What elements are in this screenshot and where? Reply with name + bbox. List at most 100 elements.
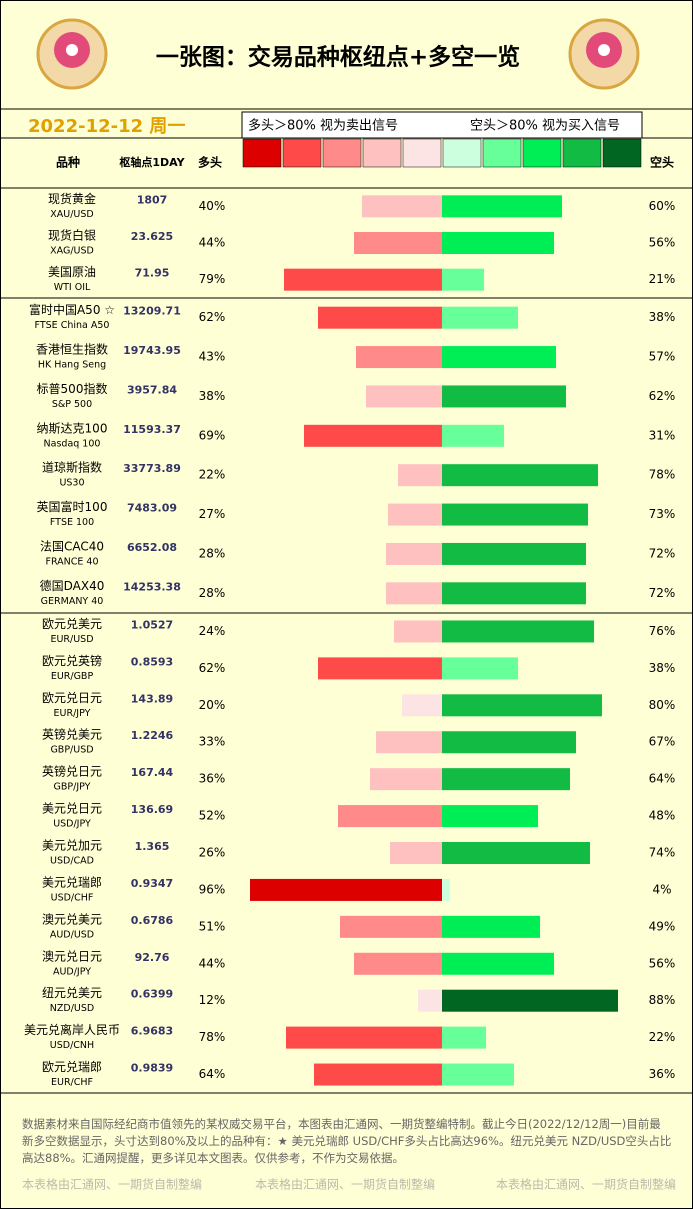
pivot: 0.6399 [131,988,173,1001]
symbol-name: 澳元兑美元 [42,912,102,926]
long-bar [370,768,442,791]
short-bar [442,306,518,329]
long-bar [394,620,442,643]
symbol-code: FRANCE 40 [45,556,98,567]
short-label: 56% [649,956,676,970]
symbol-code: GBP/USD [50,745,93,756]
symbol-name: 欧元兑瑞郎 [42,1060,102,1074]
short-label: 31% [649,428,676,442]
short-label: 72% [649,586,676,600]
long-bar [402,694,442,717]
legend-swatch [282,138,322,168]
short-label: 48% [649,809,676,823]
watermark: 本表格由汇通网、一期货自制整编 [255,1177,435,1192]
short-label: 60% [649,199,676,213]
symbol-code: EUR/USD [50,634,93,645]
symbol-name: 德国DAX40 [40,578,105,593]
footer-note: 数据素材来自国际经纪商市值领先的某权威交易平台，本图表由汇通网、一期货整编特制。… [22,1117,672,1165]
pivot: 1807 [137,193,168,206]
short-label: 38% [649,310,676,324]
legend-swatch [242,138,282,168]
pivot: 14253.38 [123,580,181,593]
long-label: 96% [199,882,226,896]
long-bar [304,424,442,447]
short-bar [442,805,538,828]
symbol-name: 纽元兑美元 [42,986,102,1000]
pivot: 1.2246 [131,729,174,742]
legend-swatch [482,138,522,168]
short-bar [442,915,540,938]
long-label: 69% [199,428,226,442]
symbol-name: 澳元兑日元 [42,949,102,963]
long-bar [354,952,442,975]
symbol-code: GBP/JPY [54,782,91,793]
short-bar [442,989,618,1012]
short-bar [442,424,504,447]
legend-box [241,111,643,139]
legend-swatch [562,138,602,168]
header-pivot: 枢轴点1DAY [119,155,185,169]
long-label: 51% [199,919,226,933]
symbol-name: 现货黄金 [48,191,96,206]
long-label: 64% [199,1067,226,1081]
symbol-name: 道琼斯指数 [42,460,102,475]
long-label: 24% [199,624,226,638]
symbol-code: AUD/USD [50,929,94,940]
symbol-code: NZD/USD [50,1003,94,1014]
long-bar [286,1026,442,1049]
short-bar [442,842,590,864]
long-bar [338,805,442,828]
pivot: 92.76 [135,951,170,964]
pivot: 13209.71 [123,305,181,318]
header-short: 空头 [650,155,674,170]
long-bar [284,268,442,291]
pivot: 0.9347 [131,877,173,890]
legend-swatch [442,138,482,168]
long-bar [386,582,442,605]
symbol-code: EUR/GBP [51,671,94,682]
symbol-code: USD/CAD [50,856,94,867]
long-bar [354,232,442,254]
long-label: 22% [199,468,226,482]
pivot: 3957.84 [127,383,177,396]
symbol-code: Nasdaq 100 [44,438,101,449]
short-label: 80% [649,698,676,712]
long-bar [376,731,442,754]
symbol-code: EUR/JPY [54,708,91,719]
symbol-code: HK Hang Seng [38,360,106,371]
long-bar [318,306,442,329]
short-bar [442,385,566,408]
short-label: 88% [649,993,676,1007]
pivot: 167.44 [131,766,174,779]
long-label: 40% [199,199,226,213]
short-label: 62% [649,389,676,403]
legend-swatch [522,138,562,168]
legend-long: 多头＞80% 视为卖出信号 [248,118,398,134]
symbol-name: 纳斯达克100 [37,421,108,435]
symbol-name: 美元兑加元 [42,839,102,853]
long-label: 12% [199,993,226,1007]
short-label: 38% [649,661,676,675]
long-label: 27% [199,507,226,521]
long-bar [314,1063,442,1086]
long-bar [250,878,442,901]
symbol-code: USD/CHF [51,892,94,903]
header-name: 品种 [56,155,80,170]
short-label: 56% [649,236,676,250]
short-bar [442,503,588,526]
short-label: 57% [649,350,676,364]
symbol-name: 欧元兑英镑 [42,653,102,668]
pivot: 33773.89 [123,462,181,475]
legend-swatch [322,138,362,168]
watermark: 本表格由汇通网、一期货自制整编 [22,1177,202,1192]
symbol-code: FTSE China A50 [35,320,110,331]
short-bar [442,232,554,254]
pivot: 1.365 [135,840,170,853]
symbol-name: 美元兑瑞郎 [42,875,102,889]
legend-short: 空头＞80% 视为买入信号 [470,119,620,134]
long-bar [418,989,442,1012]
legend-swatch [602,138,642,168]
title: 一张图：交易品种枢纽点+多空一览 [156,44,520,71]
symbol-name: 法国CAC40 [40,539,104,553]
